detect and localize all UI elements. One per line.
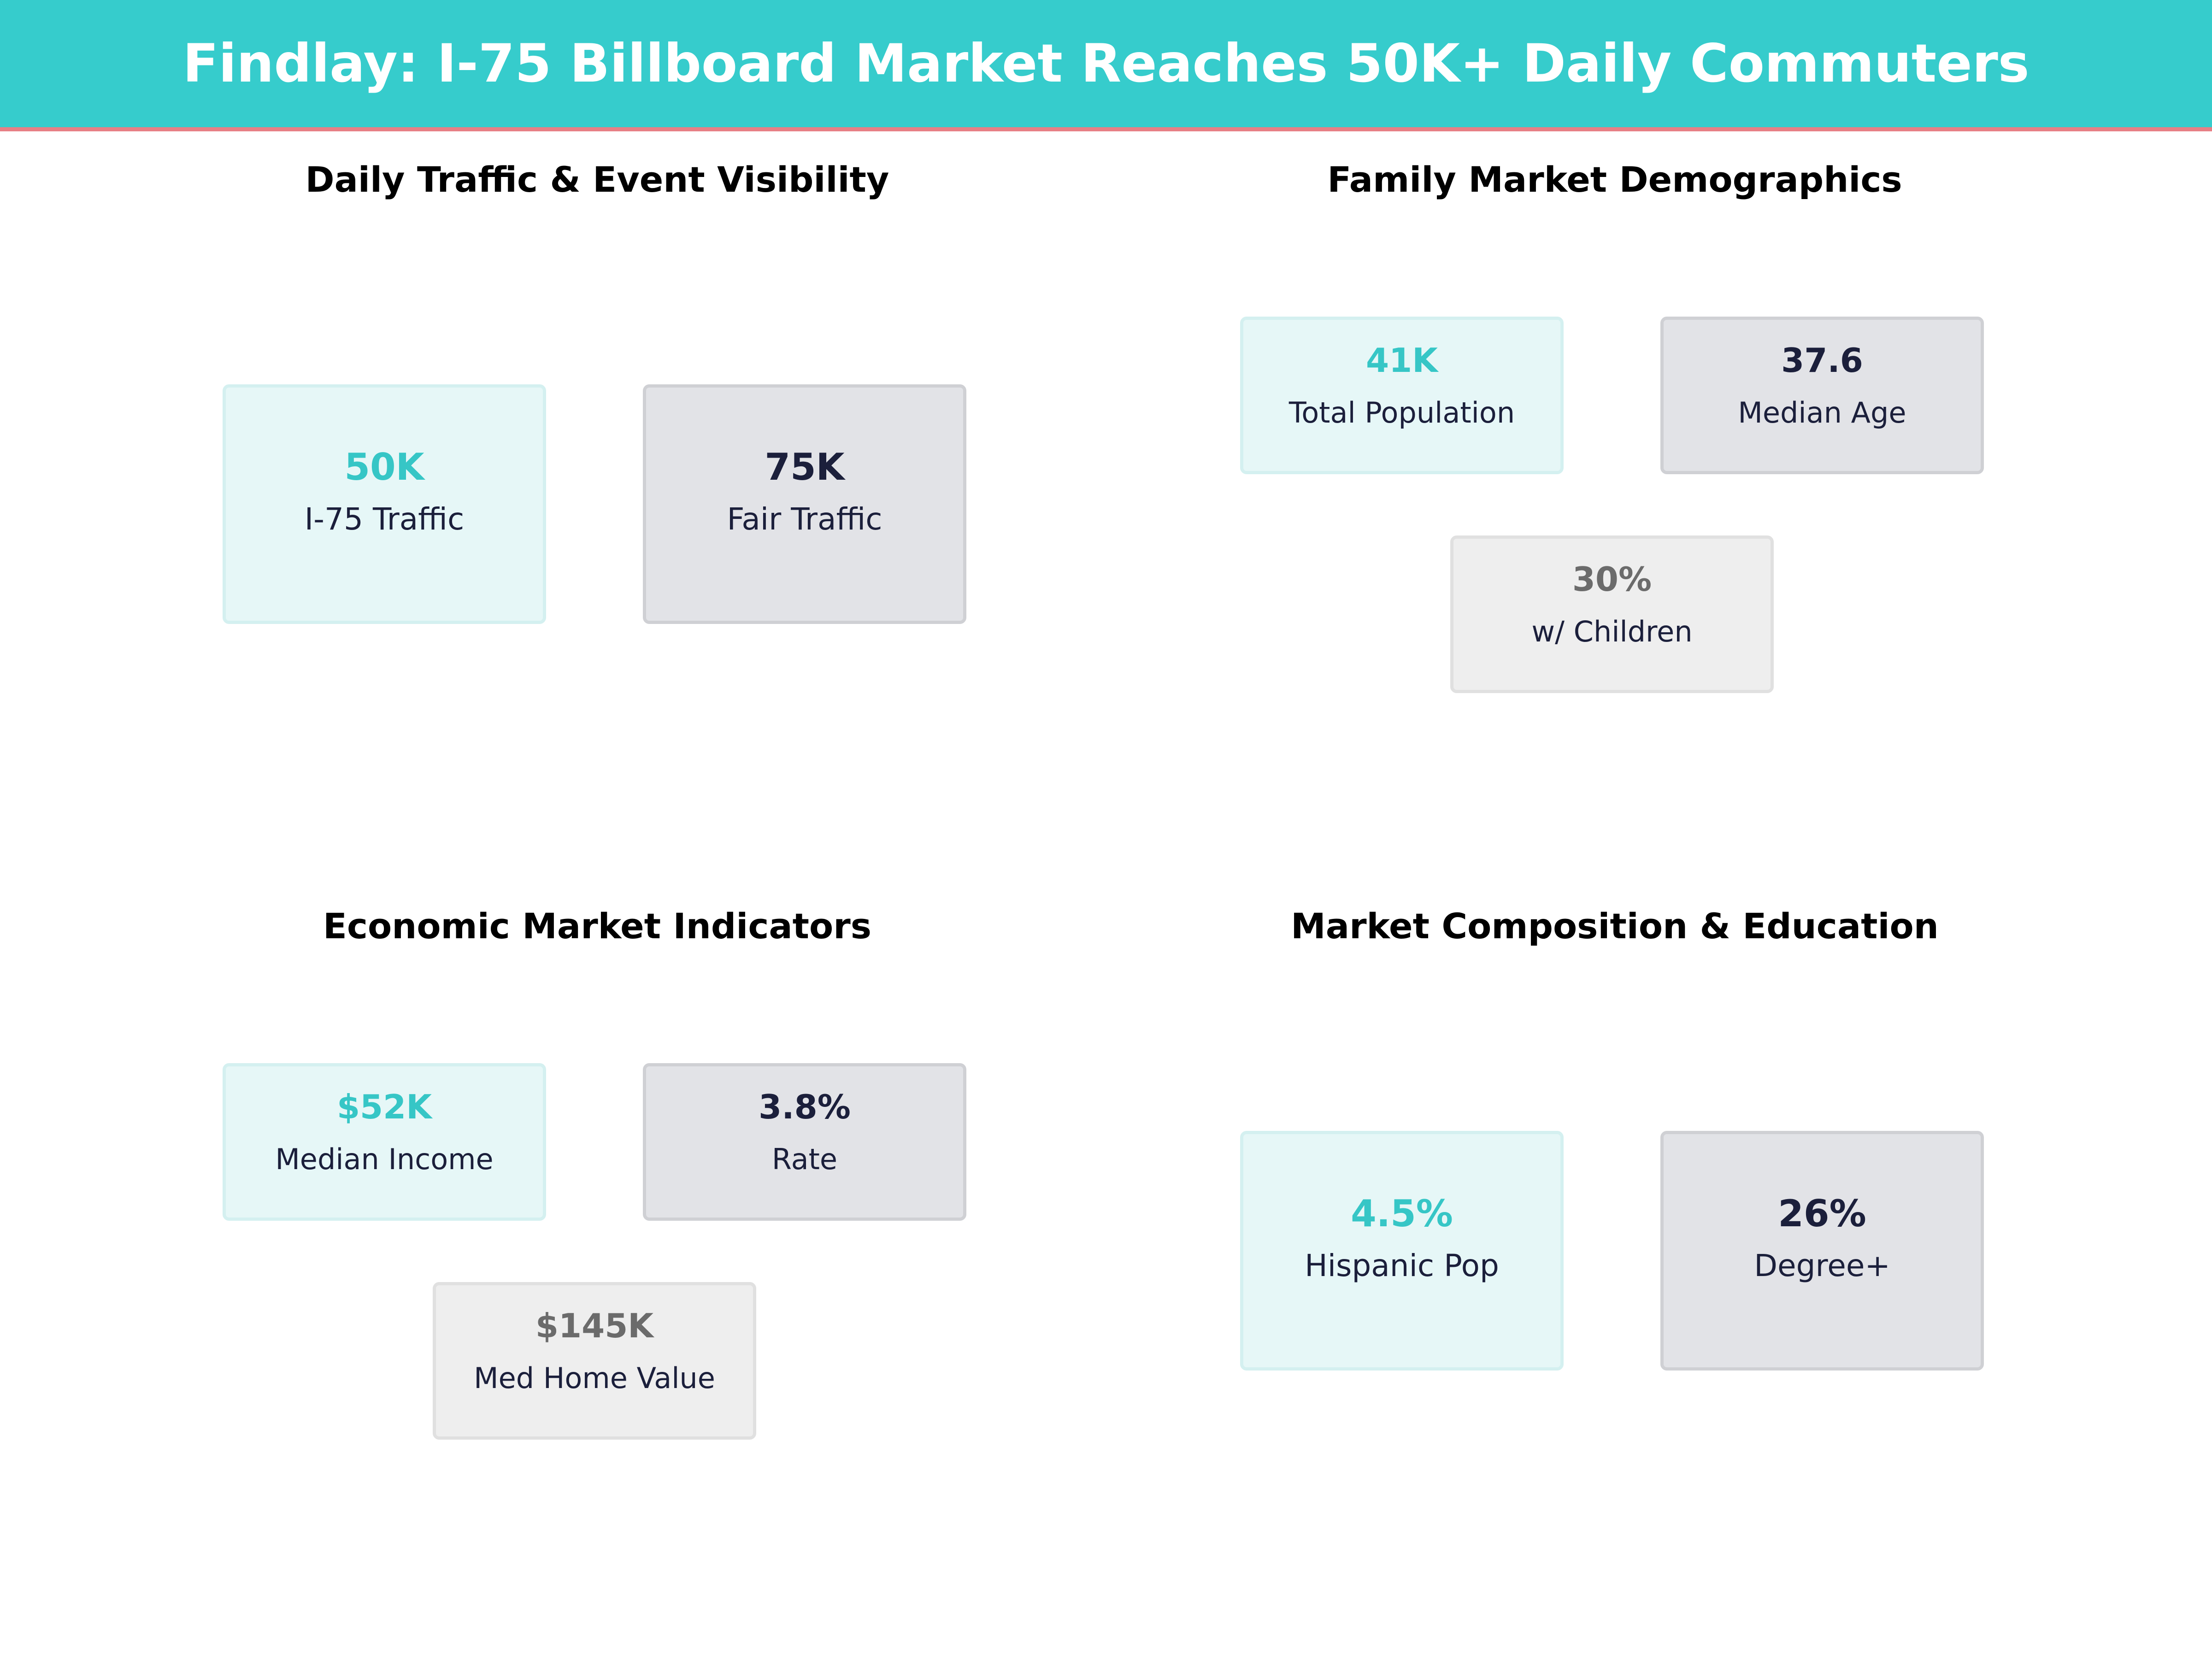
- metric-value: 50K: [344, 446, 424, 488]
- metric-value: 26%: [1778, 1192, 1866, 1235]
- metric-value: 4.5%: [1351, 1192, 1453, 1235]
- metric-card-fair-traffic: 75K Fair Traffic: [643, 384, 966, 624]
- metric-label: Median Income: [275, 1142, 494, 1176]
- panel-title-demographics: Family Market Demographics: [1327, 159, 1902, 200]
- metric-card-total-population: 41K Total Population: [1240, 317, 1564, 474]
- metric-value: $145K: [535, 1306, 654, 1345]
- metric-card-median-income: $52K Median Income: [223, 1063, 546, 1221]
- metric-value: 30%: [1572, 560, 1652, 599]
- metric-label: w/ Children: [1531, 615, 1693, 648]
- metric-card-rate: 3.8% Rate: [643, 1063, 966, 1221]
- metric-label: Fair Traffic: [727, 501, 882, 537]
- metric-label: Total Population: [1288, 396, 1515, 429]
- metric-label: Degree+: [1754, 1248, 1890, 1283]
- metric-card-home-value: $145K Med Home Value: [433, 1282, 756, 1440]
- panel-title-composition: Market Composition & Education: [1291, 906, 1939, 947]
- metric-label: Hispanic Pop: [1305, 1248, 1499, 1283]
- metric-card-median-age: 37.6 Median Age: [1660, 317, 1984, 474]
- metric-label: Rate: [771, 1142, 838, 1176]
- metric-label: I-75 Traffic: [304, 501, 465, 537]
- metric-card-i75-traffic: 50K I-75 Traffic: [223, 384, 546, 624]
- metric-value: $52K: [336, 1088, 432, 1126]
- metric-card-degree: 26% Degree+: [1660, 1131, 1984, 1371]
- metric-label: Med Home Value: [474, 1361, 715, 1395]
- metric-label: Median Age: [1738, 396, 1906, 429]
- metric-value: 37.6: [1781, 341, 1863, 380]
- metric-value: 3.8%: [759, 1088, 851, 1126]
- metric-card-with-children: 30% w/ Children: [1450, 535, 1774, 693]
- page-title: Findlay: I-75 Billboard Market Reaches 5…: [182, 33, 2030, 94]
- metric-value: 41K: [1366, 341, 1438, 380]
- panel-title-traffic: Daily Traffic & Event Visibility: [305, 159, 889, 200]
- metric-value: 75K: [765, 446, 845, 488]
- metric-card-hispanic-pop: 4.5% Hispanic Pop: [1240, 1131, 1564, 1371]
- header-banner: Findlay: I-75 Billboard Market Reaches 5…: [0, 0, 2212, 131]
- panel-title-economic: Economic Market Indicators: [323, 906, 871, 947]
